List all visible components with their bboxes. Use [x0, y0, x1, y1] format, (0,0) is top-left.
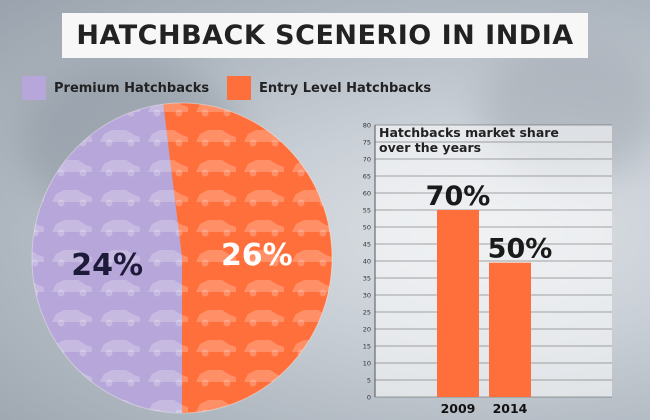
bar-value-label-2014: 50% — [488, 234, 553, 265]
bar-value-label-2009: 70% — [426, 181, 491, 212]
y-tick-label: 5 — [367, 377, 371, 385]
pie-chart: 26% 24% — [31, 102, 333, 414]
legend-label-entry: Entry Level Hatchbacks — [259, 80, 432, 96]
y-tick-label: 0 — [367, 394, 371, 402]
title-bar: HATCHBACK SCENERIO IN INDIA — [62, 13, 588, 58]
legend-item-entry: Entry Level Hatchbacks — [227, 76, 431, 100]
y-tick-label: 10 — [363, 360, 371, 368]
y-tick-label: 40 — [363, 258, 371, 266]
y-tick-label: 60 — [363, 190, 371, 198]
y-tick-label: 65 — [363, 173, 371, 181]
y-tick-label: 25 — [363, 309, 371, 317]
legend-swatch-premium — [22, 76, 46, 100]
y-tick-label: 30 — [363, 292, 371, 300]
x-tick-label-2009: 2009 — [441, 401, 476, 416]
y-tick-label: 45 — [363, 241, 371, 249]
y-tick-label: 55 — [363, 207, 371, 215]
y-tick-label: 75 — [363, 139, 371, 147]
page-title: HATCHBACK SCENERIO IN INDIA — [76, 20, 574, 51]
y-tick-label: 15 — [363, 343, 371, 351]
y-tick-label: 20 — [363, 326, 371, 334]
pie-label-entry: 26% — [221, 238, 293, 273]
y-tick-label: 35 — [363, 275, 371, 283]
y-tick-label: 70 — [363, 156, 371, 164]
pie-outline — [31, 102, 333, 414]
bar-2014 — [489, 262, 531, 397]
bar-chart: 0 5 10 15 20 25 30 35 40 45 50 55 60 65 70 75 80 Hatchbac… — [363, 122, 612, 416]
bar-chart-title: Hatchbacks market share over the years — [379, 125, 559, 155]
pie-slice-entry-texture — [163, 102, 333, 413]
y-tick-label: 80 — [363, 122, 371, 130]
pie-slice-premium-texture — [32, 104, 182, 413]
x-tick-label-2014: 2014 — [493, 401, 528, 416]
y-tick-label: 50 — [363, 224, 371, 232]
legend-label-premium: Premium Hatchbacks — [54, 80, 210, 96]
legend-swatch-entry — [227, 76, 251, 100]
legend-item-premium: Premium Hatchbacks — [22, 76, 209, 100]
bar-2009 — [437, 210, 479, 397]
pie-label-premium: 24% — [71, 248, 143, 283]
